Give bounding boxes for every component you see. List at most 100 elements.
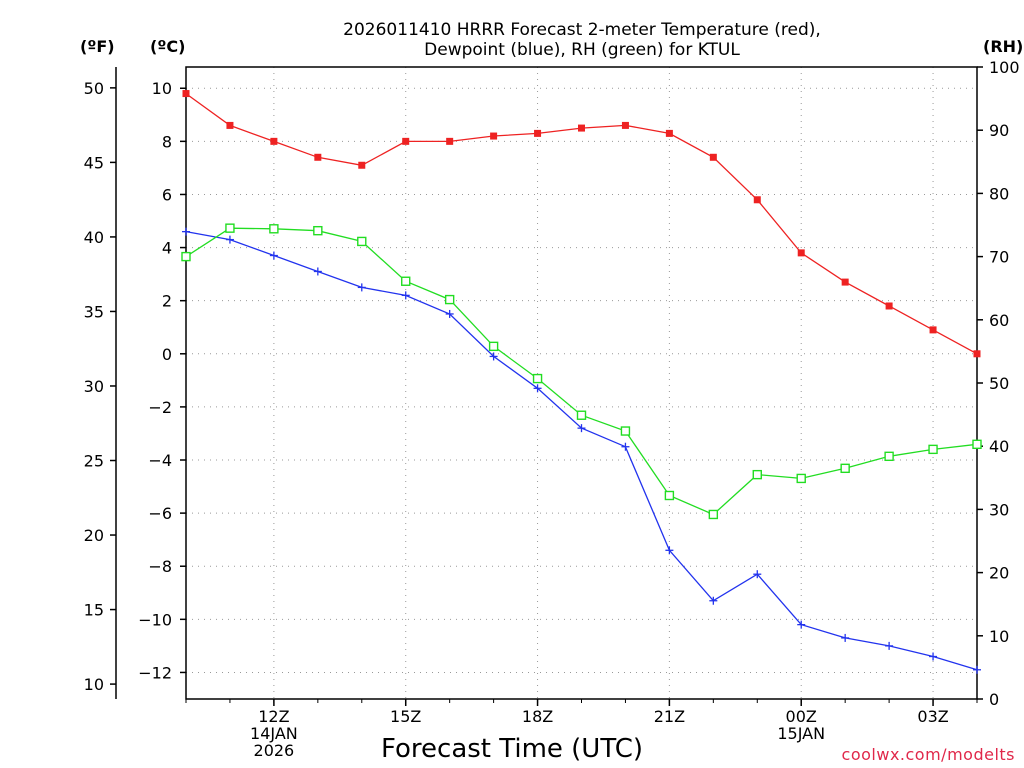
dewpoint-point [269, 251, 278, 260]
x-tick-label: 14JAN [250, 724, 298, 743]
rh-point [313, 225, 323, 236]
rh-point [357, 236, 367, 247]
dewpoint-point [709, 596, 718, 605]
rh-line [185, 227, 978, 516]
dewpoint-point [489, 352, 498, 361]
rh-point [269, 224, 279, 234]
temperature-point [841, 278, 849, 286]
temperature-point [621, 121, 629, 129]
rh-point [620, 426, 631, 436]
rh-point [225, 223, 235, 233]
celsius-tick-label: 10 [152, 79, 172, 98]
fahrenheit-tick-label: 10 [84, 675, 104, 694]
rh-tick-label: 20 [989, 564, 1009, 583]
fahrenheit-tick-label: 40 [84, 228, 104, 247]
dewpoint-point [753, 570, 762, 579]
dewpoint-point [797, 620, 806, 629]
chart-title-line-1: 2026011410 HRRR Forecast 2-meter Tempera… [343, 20, 821, 40]
x-tick-label: 03Z [917, 707, 948, 726]
fahrenheit-tick-label: 45 [84, 153, 104, 172]
dewpoint-point [621, 442, 630, 451]
temperature-point [270, 137, 278, 145]
x-tick-label: 15JAN [777, 724, 825, 743]
rh-tick-label: 30 [989, 500, 1009, 519]
celsius-tick-label: −2 [148, 398, 172, 417]
temperature-point [314, 153, 322, 161]
rh-tick-label: 70 [989, 248, 1009, 267]
rh-point [444, 294, 455, 305]
dewpoint-point [929, 652, 938, 661]
celsius-tick-label: 8 [162, 132, 172, 151]
celsius-tick-label: 0 [162, 345, 172, 364]
x-tick-label: 00Z [786, 707, 817, 726]
chart-title: 2026011410 HRRR Forecast 2-meter Tempera… [343, 20, 821, 60]
temperature-line [185, 93, 978, 355]
temperature-point [665, 129, 673, 137]
rh-point [840, 463, 850, 474]
dewpoint-point [665, 546, 674, 555]
celsius-unit-label: (ºC) [150, 37, 185, 56]
celsius-tick-label: −12 [138, 663, 172, 682]
temperature-point [929, 326, 937, 334]
dewpoint-point [841, 633, 850, 642]
temperature-point [446, 137, 454, 145]
rh-point [576, 410, 587, 420]
temperature-point [490, 132, 498, 140]
dewpoint-series [182, 227, 981, 674]
temperature-point [709, 153, 717, 161]
dewpoint-point [357, 283, 366, 292]
rh-point [488, 341, 499, 352]
plot-frame [185, 66, 978, 700]
temperature-point [534, 129, 542, 137]
dewpoint-point [225, 235, 234, 244]
rh-point [401, 276, 411, 286]
dewpoint-point [533, 384, 542, 393]
fahrenheit-tick-label: 20 [84, 526, 104, 545]
celsius-tick-label: 6 [162, 185, 172, 204]
fahrenheit-tick-label: 15 [84, 601, 104, 620]
dewpoint-point [445, 309, 454, 318]
fahrenheit-tick-label: 50 [84, 79, 104, 98]
temperature-point [578, 124, 585, 132]
dewpoint-point [401, 291, 410, 300]
fahrenheit-tick-label: 25 [84, 452, 104, 471]
chart-title-line-2: Dewpoint (blue), RH (green) for KTUL [424, 40, 740, 60]
x-tick-label: 2026 [254, 741, 295, 760]
rh-point [532, 373, 543, 384]
temperature-point [885, 302, 893, 310]
grid-lines [186, 67, 977, 699]
celsius-tick-label: −6 [148, 504, 172, 523]
rh-tick-label: 0 [989, 690, 999, 709]
celsius-tick-label: −4 [148, 451, 172, 470]
x-tick-label: 15Z [390, 707, 421, 726]
fahrenheit-tick-label: 30 [84, 377, 104, 396]
rh-point [928, 444, 938, 455]
rh-unit-label: (RH) [983, 37, 1023, 56]
rh-point [181, 251, 191, 262]
rh-tick-label: 80 [989, 184, 1009, 203]
dewpoint-point [885, 641, 894, 650]
temperature-point [973, 350, 981, 358]
dewpoint-point [182, 227, 190, 236]
dewpoint-line [185, 230, 978, 671]
x-tick-label: 12Z [258, 707, 289, 726]
celsius-tick-label: −10 [138, 610, 172, 629]
rh-point [664, 490, 675, 501]
dewpoint-point [577, 424, 586, 433]
temperature-point [226, 121, 234, 129]
x-tick-label: 21Z [654, 707, 685, 726]
series-layer [181, 90, 982, 674]
celsius-tick-label: 4 [162, 239, 172, 258]
temperature-point [182, 90, 190, 98]
rh-tick-label: 10 [989, 627, 1009, 646]
rh-series [181, 223, 982, 520]
rh-point [884, 451, 894, 462]
fahrenheit-unit-label: (ºF) [80, 37, 115, 56]
rh-tick-label: 90 [989, 121, 1009, 140]
fahrenheit-tick-label: 35 [84, 302, 104, 321]
rh-point [752, 469, 762, 480]
temperature-point [753, 196, 761, 204]
credit-text: coolwx.com/modelts [842, 745, 1015, 764]
temperature-point [358, 161, 366, 169]
